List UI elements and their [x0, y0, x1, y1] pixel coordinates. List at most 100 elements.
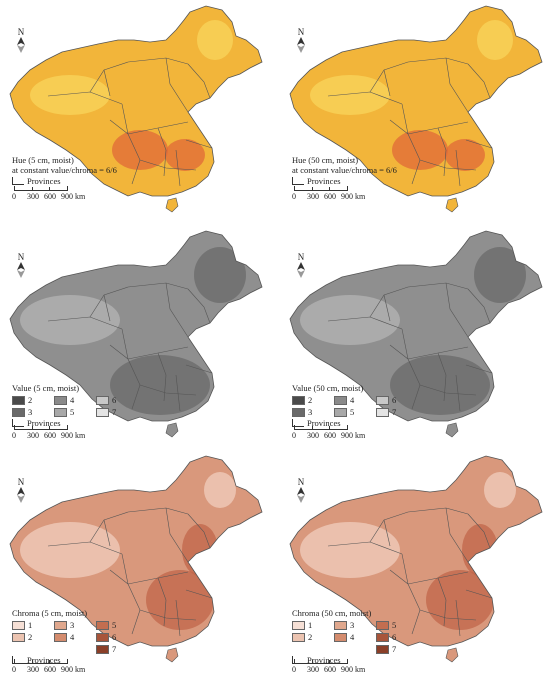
- scale-label: 600: [44, 431, 56, 440]
- province-boundary: [445, 507, 469, 563]
- hainan-island: [445, 197, 459, 213]
- map-legend: Chroma (5 cm, moist) 1 3 5 2 4 6 7 Provinces: [12, 608, 138, 665]
- scale-bar: 0 300 600 900 km: [292, 659, 374, 674]
- country-border: [289, 455, 543, 647]
- legend-subtitle: at constant value/chroma = 6/6: [292, 165, 397, 175]
- province-boundary: [465, 139, 493, 149]
- north-label: N: [297, 27, 305, 37]
- province-boundary: [175, 599, 181, 637]
- map-panel-hue-50cm: N Hue (50 cm, moist) at constant value/chr…: [280, 0, 550, 225]
- map-legend: Hue (50 cm, moist) at constant value/chro…: [292, 155, 397, 186]
- country-border: [289, 230, 543, 422]
- scale-label: 900 km: [61, 431, 86, 440]
- country-border: [9, 5, 263, 197]
- legend-swatch: 1: [12, 620, 54, 630]
- swatch-label: 2: [308, 395, 313, 405]
- swatch-box: [376, 395, 389, 405]
- province-boundary: [455, 149, 461, 187]
- provinces-label: Provinces: [27, 418, 61, 428]
- provinces-legend-item: Provinces: [12, 176, 117, 186]
- swatch-box: [54, 395, 67, 405]
- province-line-symbol: [12, 177, 24, 185]
- north-label: N: [297, 477, 305, 487]
- legend-swatch: 6: [376, 632, 418, 642]
- scale-label: 600: [44, 192, 56, 201]
- province-boundary: [103, 294, 111, 322]
- choropleth-map: [9, 230, 263, 438]
- north-label: N: [297, 252, 305, 262]
- province-boundary: [165, 507, 189, 563]
- province-boundary: [465, 589, 493, 599]
- color-zone: [477, 20, 513, 60]
- scale-label: 0: [292, 192, 296, 201]
- legend-swatches: 1 3 5 2 4 6 7: [12, 620, 138, 654]
- hainan-island: [165, 647, 179, 663]
- north-label: N: [17, 477, 25, 487]
- province-boundary: [109, 119, 129, 135]
- province-line-symbol: [292, 419, 304, 427]
- province-boundary: [383, 69, 391, 97]
- scale-label: 0: [12, 192, 16, 201]
- legend-swatch: 3: [334, 620, 376, 630]
- compass-icon: [297, 37, 305, 53]
- swatch-box: [12, 395, 25, 405]
- swatch-label: 4: [350, 395, 355, 405]
- hainan-island: [445, 422, 459, 438]
- color-zone: [197, 20, 233, 60]
- swatch-label: 6: [392, 395, 397, 405]
- legend-swatch: 3: [292, 407, 334, 417]
- province-boundary: [445, 57, 469, 113]
- swatch-label: 2: [308, 632, 313, 642]
- color-zone: [182, 524, 218, 576]
- province-boundary: [109, 569, 129, 585]
- map-panel-hue-5cm: N Hue (5 cm, moist) at constant value/chro…: [0, 0, 270, 225]
- swatch-box: [376, 644, 389, 654]
- color-zone: [462, 524, 498, 576]
- province-boundary: [389, 119, 409, 135]
- swatch-box: [376, 620, 389, 630]
- swatch-label: 4: [70, 632, 75, 642]
- choropleth-map: [289, 230, 543, 438]
- legend-swatch: 5: [376, 620, 418, 630]
- map-panel-chroma-50cm: N Chroma (50 cm, moist) 1 3 5 2 4 6 7 Provinces 0 3…: [280, 450, 550, 675]
- legend-swatch: 6: [96, 632, 138, 642]
- color-zone: [300, 522, 400, 578]
- map-legend: Value (50 cm, moist) 2 4 6 3 5 7 Provinces: [292, 383, 418, 428]
- legend-swatch: 3: [54, 620, 96, 630]
- north-label: N: [17, 252, 25, 262]
- province-boundary: [131, 159, 141, 185]
- province-boundary: [139, 159, 197, 171]
- swatch-box: [54, 620, 67, 630]
- swatch-box: [96, 407, 109, 417]
- legend-swatch: 7: [376, 407, 418, 417]
- color-zone: [474, 247, 526, 303]
- swatch-label: 3: [308, 407, 313, 417]
- province-boundary: [383, 519, 391, 547]
- legend-swatch: [54, 644, 96, 654]
- swatch-label: 7: [112, 407, 117, 417]
- swatch-label: 3: [350, 620, 355, 630]
- map-panel-value-50cm: N Value (50 cm, moist) 2 4 6 3 5 7 Provinces 0 300…: [280, 225, 550, 450]
- provinces-label: Provinces: [27, 655, 61, 665]
- scale-label: 900 km: [61, 665, 86, 674]
- scale-label: 600: [324, 665, 336, 674]
- north-arrow: N: [12, 253, 30, 280]
- swatch-box: [292, 407, 305, 417]
- scale-label: 900 km: [341, 431, 366, 440]
- province-boundary: [411, 609, 421, 635]
- province-boundary: [109, 344, 129, 360]
- province-boundary: [131, 384, 141, 410]
- province-boundary: [157, 127, 167, 177]
- scale-label: 900 km: [61, 192, 86, 201]
- north-arrow: N: [12, 478, 30, 505]
- swatch-label: 1: [308, 620, 313, 630]
- scale-label: 0: [12, 665, 16, 674]
- province-boundary: [419, 609, 477, 621]
- color-zone: [445, 139, 485, 171]
- swatch-box: [334, 407, 347, 417]
- color-zone: [146, 570, 214, 630]
- scale-label: 600: [44, 665, 56, 674]
- map-legend: Value (5 cm, moist) 2 4 6 3 5 7 Provinces: [12, 383, 138, 428]
- province-boundary: [389, 344, 409, 360]
- province-boundary: [419, 384, 477, 396]
